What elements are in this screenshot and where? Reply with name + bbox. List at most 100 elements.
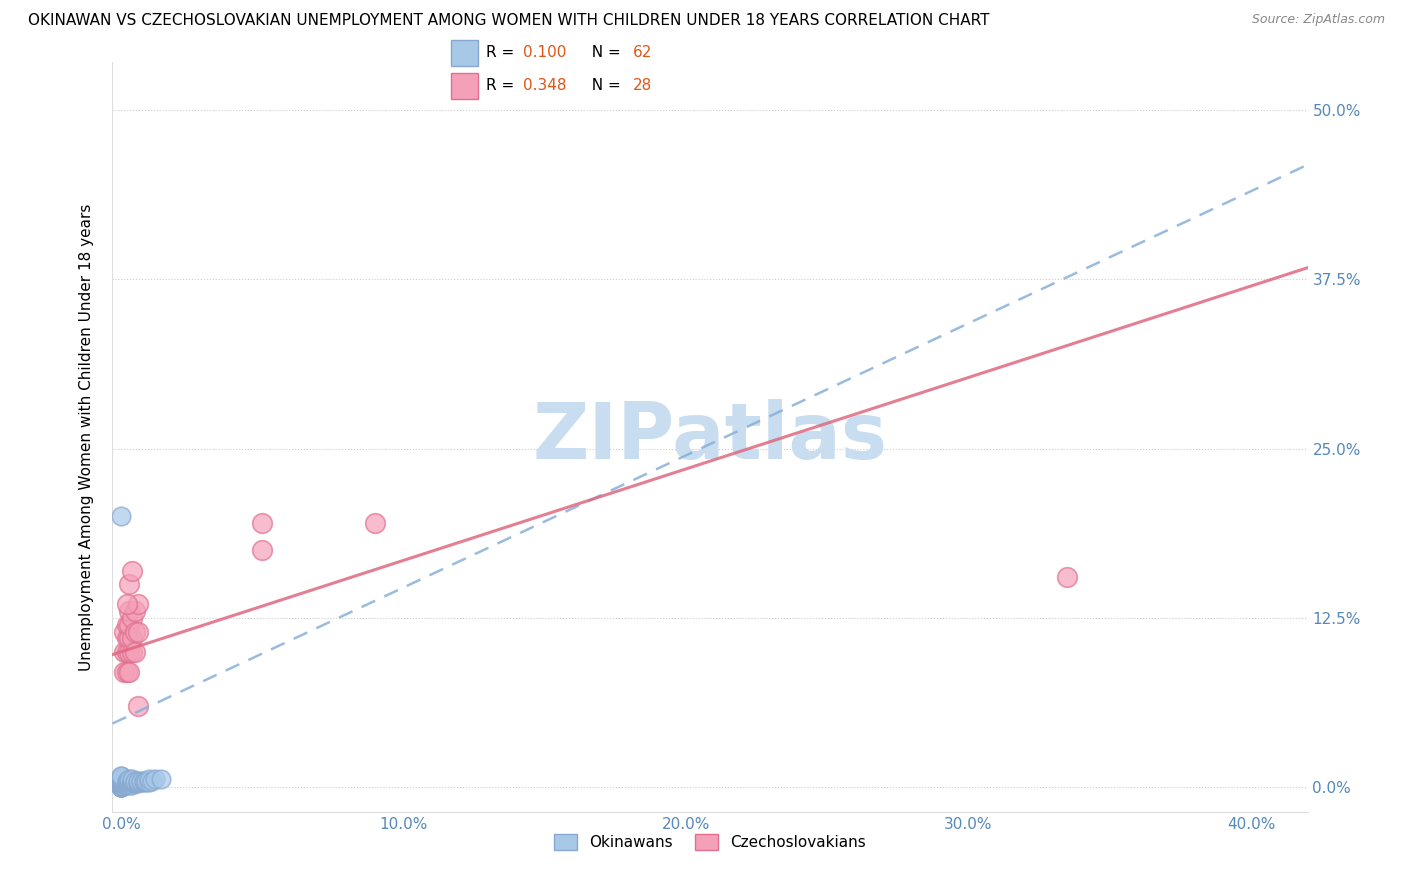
Point	[121, 645, 143, 659]
Point	[110, 780, 132, 795]
Point	[132, 775, 155, 789]
Text: ZIPatlas: ZIPatlas	[533, 399, 887, 475]
FancyBboxPatch shape	[451, 73, 478, 99]
Point	[135, 775, 157, 789]
Point	[118, 604, 141, 618]
Point	[127, 775, 149, 789]
Point	[115, 776, 138, 790]
Point	[110, 775, 132, 789]
Point	[110, 778, 132, 792]
Point	[110, 776, 132, 790]
Point	[138, 772, 160, 787]
Point	[127, 598, 149, 612]
FancyBboxPatch shape	[451, 39, 478, 66]
Point	[115, 778, 138, 792]
Point	[110, 780, 132, 795]
Point	[110, 780, 132, 795]
Point	[110, 770, 132, 784]
Point	[110, 779, 132, 793]
Text: N =: N =	[582, 78, 626, 94]
Text: R =: R =	[485, 78, 519, 94]
Point	[121, 632, 143, 646]
Point	[129, 773, 152, 788]
Point	[1056, 570, 1078, 584]
Point	[143, 772, 166, 787]
Point	[110, 773, 132, 788]
Point	[112, 665, 135, 680]
Point	[110, 778, 132, 792]
Point	[110, 772, 132, 787]
Point	[110, 779, 132, 793]
Text: Source: ZipAtlas.com: Source: ZipAtlas.com	[1251, 13, 1385, 27]
Text: N =: N =	[582, 45, 626, 60]
Point	[110, 775, 132, 789]
Point	[118, 665, 141, 680]
Point	[115, 665, 138, 680]
Point	[121, 772, 143, 787]
Point	[124, 624, 146, 639]
Point	[110, 775, 132, 789]
Point	[129, 775, 152, 789]
Text: 28: 28	[633, 78, 652, 94]
Point	[110, 772, 132, 787]
Text: 62: 62	[633, 45, 652, 60]
Point	[124, 775, 146, 789]
Point	[121, 778, 143, 792]
Point	[110, 772, 132, 787]
Point	[110, 778, 132, 792]
Point	[121, 564, 143, 578]
Point	[118, 778, 141, 792]
Point	[132, 773, 155, 788]
Point	[118, 577, 141, 591]
Point	[124, 776, 146, 790]
Point	[110, 775, 132, 789]
Point	[149, 772, 172, 787]
Point	[135, 773, 157, 788]
Point	[118, 773, 141, 788]
Legend: Okinawans, Czechoslovakians: Okinawans, Czechoslovakians	[547, 829, 873, 856]
Point	[124, 645, 146, 659]
Point	[110, 770, 132, 784]
Point	[121, 611, 143, 625]
Point	[115, 773, 138, 788]
Point	[110, 776, 132, 790]
Point	[252, 516, 274, 530]
Point	[115, 645, 138, 659]
Y-axis label: Unemployment Among Women with Children Under 18 years: Unemployment Among Women with Children U…	[79, 203, 94, 671]
Point	[115, 775, 138, 789]
Text: R =: R =	[485, 45, 519, 60]
Point	[110, 779, 132, 793]
Point	[110, 773, 132, 788]
Point	[118, 645, 141, 659]
Point	[121, 776, 143, 790]
Point	[252, 543, 274, 558]
Point	[110, 779, 132, 793]
Text: OKINAWAN VS CZECHOSLOVAKIAN UNEMPLOYMENT AMONG WOMEN WITH CHILDREN UNDER 18 YEAR: OKINAWAN VS CZECHOSLOVAKIAN UNEMPLOYMENT…	[28, 13, 990, 29]
Point	[127, 624, 149, 639]
Point	[118, 772, 141, 787]
Point	[121, 773, 143, 788]
Point	[127, 699, 149, 714]
Point	[121, 775, 143, 789]
Point	[110, 776, 132, 790]
Text: 0.348: 0.348	[523, 78, 567, 94]
Point	[115, 598, 138, 612]
Point	[138, 775, 160, 789]
Point	[110, 780, 132, 795]
Point	[118, 632, 141, 646]
Point	[112, 624, 135, 639]
Point	[364, 516, 387, 530]
Point	[141, 773, 163, 788]
Point	[118, 775, 141, 789]
Point	[110, 780, 132, 795]
Point	[115, 617, 138, 632]
Point	[124, 773, 146, 788]
Point	[115, 632, 138, 646]
Text: 0.100: 0.100	[523, 45, 567, 60]
Point	[118, 776, 141, 790]
Point	[110, 773, 132, 788]
Point	[110, 778, 132, 792]
Point	[110, 771, 132, 785]
Point	[118, 617, 141, 632]
Point	[112, 645, 135, 659]
